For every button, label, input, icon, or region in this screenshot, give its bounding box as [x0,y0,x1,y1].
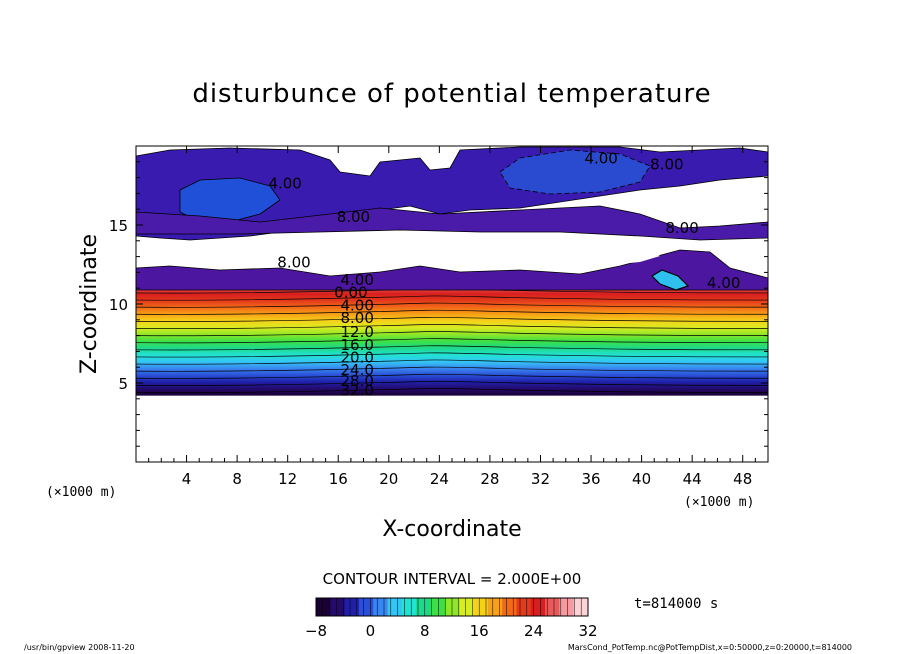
contour-label: 4.00 [340,296,373,314]
strat-contour-line [136,345,768,351]
y-tick-label: 10 [109,296,128,314]
x-unit-right: (×1000 m) [684,495,754,510]
strat-contour-line [136,366,768,372]
strat-contour-line [136,309,768,315]
mid-layer [136,205,768,241]
contour-label: 8.00 [337,208,370,226]
contour-label: 8.00 [340,309,373,327]
colorbar-segment [416,598,432,616]
contour-label: 4.00 [707,274,740,292]
x-tick-label: 32 [531,470,550,488]
strat-contour-line [136,324,768,329]
colorbar-segment [344,598,360,616]
x-tick-label: 48 [733,470,752,488]
contour-label: 32.0 [340,382,373,400]
colorbar-segment [373,598,389,616]
colorbar-segment [430,598,446,616]
colorbar-tick-label: −8 [305,622,327,640]
contour-label: 20.0 [340,348,373,366]
strat-contour-line [136,316,768,322]
contour-label: 8.00 [650,156,683,174]
x-tick-label: 24 [430,470,449,488]
colorbar-segment [516,598,532,616]
footer-left: /usr/bin/gpview 2008-11-20 [24,643,135,652]
contour-label: 12.0 [340,323,373,341]
strat-contour-line [136,380,768,386]
contour-label: 8.00 [665,219,698,237]
strat-contour-line [136,295,768,301]
colorbar-segment [358,598,374,616]
contour-label: 4.00 [268,175,301,193]
lower-cloud-layer [136,249,768,291]
contour-label: 24.0 [340,361,373,379]
strat-contour-line [136,388,768,393]
colorbar-segment [473,598,489,616]
x-tick-label: 8 [232,470,242,488]
x-tick-label: 16 [329,470,348,488]
colorbar [315,597,589,617]
x-axis-label: X-coordinate [382,517,521,542]
footer-right: MarsCond_PotTemp.nc@PotTempDist,x=0:5000… [568,643,852,652]
x-tick-label: 44 [683,470,702,488]
y-axis: 5 10 15 [109,161,768,447]
colorbar-frame [315,597,589,617]
white-gap-band [136,234,660,270]
x-tick-label: 28 [480,470,499,488]
strat-contour-line [136,331,768,337]
contour-labels: 4.008.008.004.00 8.008.004.004.000.004.00… [268,149,740,399]
colorbar-segment [401,598,417,616]
x-unit-left: (×1000 m) [46,485,116,500]
y-tick-label: 15 [109,217,128,235]
strat-contour-line [136,352,768,358]
colorbar-tick-label: 32 [578,622,597,640]
plot-area [136,146,768,396]
strat-contour-line [136,373,768,379]
colorbar-segment [330,598,346,616]
contour-label: 28.0 [340,372,373,390]
colorbar-segment [530,598,546,616]
colorbar-segment [545,598,560,616]
contour-label: 4.00 [584,149,617,167]
upper-right-dashed-core [499,149,651,195]
x-tick-label: 4 [182,470,192,488]
x-tick-label: 36 [581,470,600,488]
x-axis: 4 8 12 16 20 24 28 32 36 40 44 48 [148,146,756,488]
colorbar-tick-label: 24 [524,622,543,640]
colorbar-tick-label: 0 [366,622,376,640]
colorbar-segment [316,598,331,616]
colorbar-tick-label: 8 [420,622,430,640]
colorbar-segment [487,598,503,616]
chart-title: disturbunce of potential temperature [192,79,711,109]
strat-contour-line [136,338,768,344]
contour-interval-label: CONTOUR INTERVAL = 2.000E+00 [323,570,582,588]
contour-label: 16.0 [340,336,373,354]
strat-contour-line [136,359,768,365]
colorbar-segment [559,598,575,616]
colorbar-segment [459,598,474,616]
colorbar-segment [387,598,403,616]
contour-label: 0.00 [334,284,367,302]
colorbar-segment [502,598,517,616]
x-tick-label: 12 [278,470,297,488]
contour-label: 4.00 [340,271,373,289]
x-tick-label: 20 [379,470,398,488]
y-axis-label: Z-coordinate [77,234,102,374]
colorbar-tick-label: 16 [470,622,489,640]
right-small-core [651,269,690,291]
time-label: t=814000 s [634,596,718,612]
colorbar-ticks: −8 0 8 16 24 32 [305,622,598,640]
y-tick-label: 5 [118,375,128,393]
strat-contour-line [136,302,768,308]
contour-label: 8.00 [277,254,310,272]
x-tick-label: 40 [632,470,651,488]
